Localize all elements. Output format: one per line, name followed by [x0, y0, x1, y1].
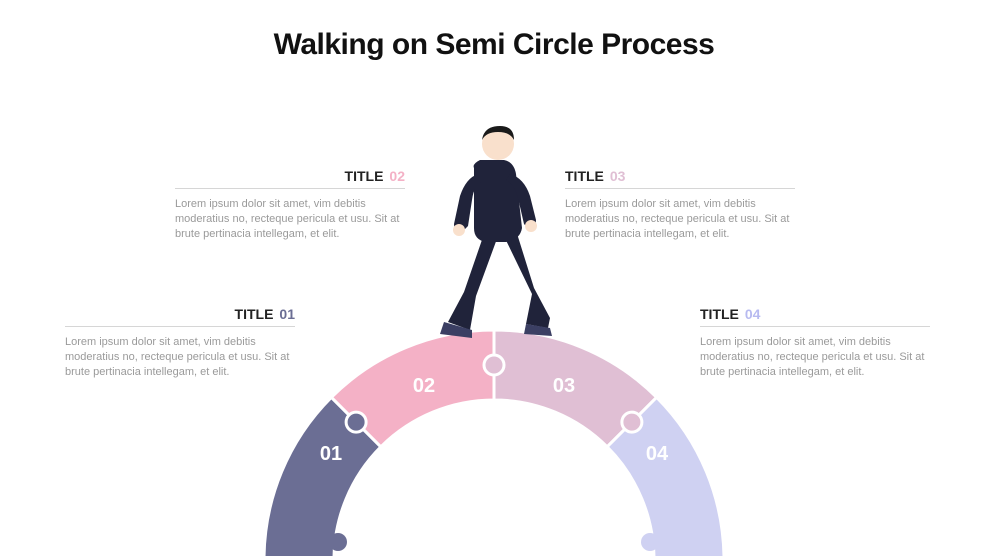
puzzle-tab-1 [346, 412, 366, 432]
callout-number-04: 04 [745, 306, 761, 322]
arc-segment-label-04: 04 [646, 443, 669, 465]
callout-body-01: Lorem ipsum dolor sit amet, vim debitis … [65, 335, 295, 380]
callout-title-04: TITLE [700, 306, 739, 322]
walking-person-icon [414, 124, 574, 344]
callout-header-02: TITLE 02 [175, 168, 405, 189]
arc-bottom-knob-1 [329, 533, 347, 551]
callout-title-03: TITLE [565, 168, 604, 184]
callout-number-02: 02 [389, 168, 405, 184]
callout-body-03: Lorem ipsum dolor sit amet, vim debitis … [565, 197, 795, 242]
arc-bottom-knob-2 [641, 533, 659, 551]
arc-knobs [329, 533, 659, 551]
callout-body-04: Lorem ipsum dolor sit amet, vim debitis … [700, 335, 930, 380]
callout-body-02: Lorem ipsum dolor sit amet, vim debitis … [175, 197, 405, 242]
callout-title-01: TITLE [235, 306, 274, 322]
arc-segment-label-01: 01 [320, 443, 342, 465]
puzzle-tab-2 [484, 355, 504, 375]
callout-04: TITLE 04 Lorem ipsum dolor sit amet, vim d… [700, 306, 930, 380]
callout-number-01: 01 [279, 306, 295, 322]
callout-01: TITLE 01 Lorem ipsum dolor sit amet, vim d… [65, 306, 295, 380]
puzzle-tab-3 [622, 412, 642, 432]
infographic-stage: Walking on Semi Circle Process 01020304 [0, 0, 988, 556]
callout-title-02: TITLE [345, 168, 384, 184]
callout-header-04: TITLE 04 [700, 306, 930, 327]
callout-02: TITLE 02 Lorem ipsum dolor sit amet, vim d… [175, 168, 405, 242]
arc-segment-label-03: 03 [553, 375, 575, 397]
arc-segment-label-02: 02 [413, 375, 435, 397]
callout-number-03: 03 [610, 168, 626, 184]
callout-03: TITLE 03 Lorem ipsum dolor sit amet, vim d… [565, 168, 795, 242]
callout-header-03: TITLE 03 [565, 168, 795, 189]
callout-header-01: TITLE 01 [65, 306, 295, 327]
